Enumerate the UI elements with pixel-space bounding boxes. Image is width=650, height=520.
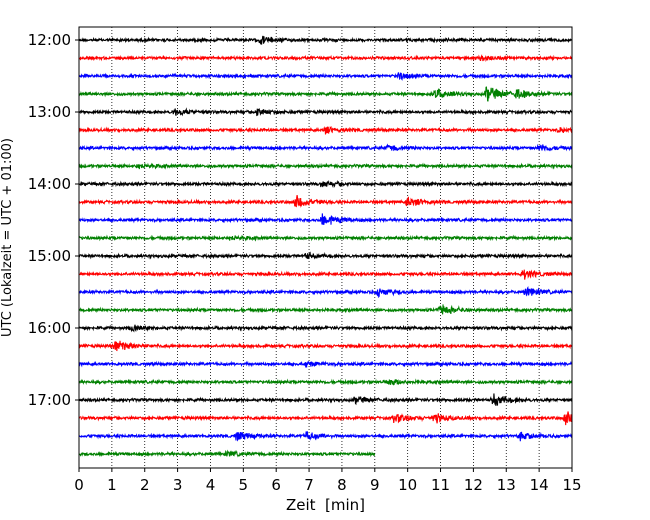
seismogram-trace [78,162,573,170]
x-tick-label: 14 [530,476,549,494]
seismogram-trace [78,54,573,62]
x-tick-label: 7 [304,476,314,494]
seismogram-trace [78,340,573,352]
x-tick-label: 4 [206,476,216,494]
seismogram-trace [78,107,573,117]
seismogram-trace [78,251,573,260]
x-axis-label: Zeit [min] [286,496,365,514]
seismogram-trace [78,449,376,458]
plot-frame [78,26,573,469]
x-tick-label: 0 [74,476,84,494]
seismogram-trace [78,72,573,81]
x-axis-ticks: 0 1 2 3 4 5 6 7 8 9 10 11 12 13 14 15 [74,468,582,494]
seismogram-trace [78,179,573,189]
seismogram-trace [78,286,573,299]
seismogram-trace [78,213,573,225]
x-tick-label: 11 [431,476,450,494]
y-axis-label: UTC (Lokalzeit = UTC + 01:00) [0,138,15,337]
y-tick-label: 12:00 [28,31,71,49]
y-axis-ticks: 12:00 13:00 14:00 15:00 16:00 17:00 [28,31,79,409]
x-tick-label: 12 [464,476,483,494]
x-tick-label: 6 [271,476,281,494]
seismogram-trace [78,234,573,242]
seismogram-trace [78,411,573,426]
x-tick-label: 2 [140,476,150,494]
y-tick-label: 14:00 [28,175,71,193]
y-tick-label: 17:00 [28,391,71,409]
seismogram-trace [78,360,573,368]
seismogram-trace [78,269,573,280]
x-tick-label: 9 [370,476,380,494]
y-tick-label: 15:00 [28,247,71,265]
x-tick-label: 15 [562,476,581,494]
seismogram-trace [78,125,573,135]
x-tick-label: 3 [173,476,183,494]
seismogram-trace [78,431,573,442]
seismogram-trace [78,86,573,102]
y-tick-label: 16:00 [28,319,71,337]
y-tick-label: 13:00 [28,103,71,121]
x-tick-label: 5 [239,476,249,494]
seismogram-traces [78,35,573,458]
seismogram-trace [78,324,573,333]
seismogram-trace [78,378,573,386]
seismogram-trace [78,194,573,208]
seismogram-trace [78,143,573,152]
seismogram-trace [78,393,573,406]
seismogram-trace [78,35,573,46]
x-tick-label: 10 [398,476,417,494]
x-tick-label: 8 [337,476,347,494]
x-tick-label: 13 [497,476,516,494]
seismogram-trace [78,304,573,315]
x-tick-label: 1 [107,476,117,494]
